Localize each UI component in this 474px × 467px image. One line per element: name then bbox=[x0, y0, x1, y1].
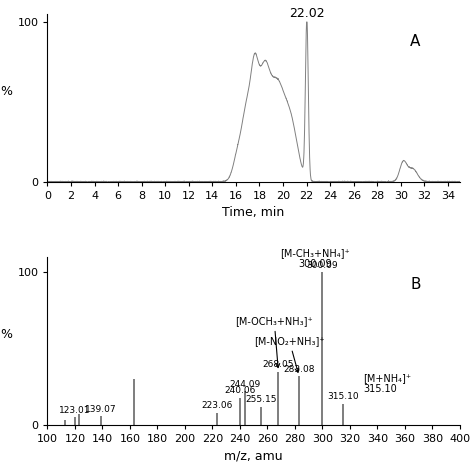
Bar bbox=[277, 372, 280, 425]
Bar bbox=[260, 407, 262, 425]
Text: 315.10: 315.10 bbox=[327, 392, 359, 401]
Bar bbox=[298, 376, 300, 425]
Bar bbox=[64, 420, 66, 425]
Text: [M-NO₂+NH₃]⁺: [M-NO₂+NH₃]⁺ bbox=[254, 336, 325, 372]
Text: 223.06: 223.06 bbox=[201, 402, 232, 410]
Bar bbox=[342, 403, 344, 425]
Y-axis label: %: % bbox=[0, 85, 12, 98]
Text: 123.01: 123.01 bbox=[59, 406, 91, 415]
Text: 255.15: 255.15 bbox=[245, 396, 276, 404]
Bar bbox=[321, 272, 323, 425]
Bar bbox=[100, 416, 102, 425]
Bar bbox=[133, 379, 135, 425]
Text: [M-OCH₃+NH₃]⁺: [M-OCH₃+NH₃]⁺ bbox=[235, 316, 313, 368]
X-axis label: Time, min: Time, min bbox=[222, 206, 285, 219]
Text: B: B bbox=[410, 277, 421, 292]
X-axis label: m/z, amu: m/z, amu bbox=[224, 450, 283, 462]
Bar bbox=[239, 397, 241, 425]
Y-axis label: %: % bbox=[0, 328, 12, 341]
Text: 139.07: 139.07 bbox=[85, 404, 117, 414]
Text: 300.09: 300.09 bbox=[307, 261, 338, 270]
Bar bbox=[78, 414, 80, 425]
Text: [M-CH₃+NH₄]⁺
300.09: [M-CH₃+NH₄]⁺ 300.09 bbox=[281, 248, 350, 269]
Bar bbox=[74, 417, 76, 425]
Text: 268.05: 268.05 bbox=[263, 361, 294, 369]
Bar bbox=[216, 413, 218, 425]
Text: 22.02: 22.02 bbox=[289, 7, 325, 21]
Text: 283.08: 283.08 bbox=[283, 365, 315, 374]
Text: 244.09: 244.09 bbox=[230, 380, 261, 389]
Text: [M+NH₄]⁺
315.10: [M+NH₄]⁺ 315.10 bbox=[364, 373, 412, 395]
Bar bbox=[245, 391, 246, 425]
Text: A: A bbox=[410, 34, 420, 49]
Text: 240.06: 240.06 bbox=[224, 386, 255, 395]
